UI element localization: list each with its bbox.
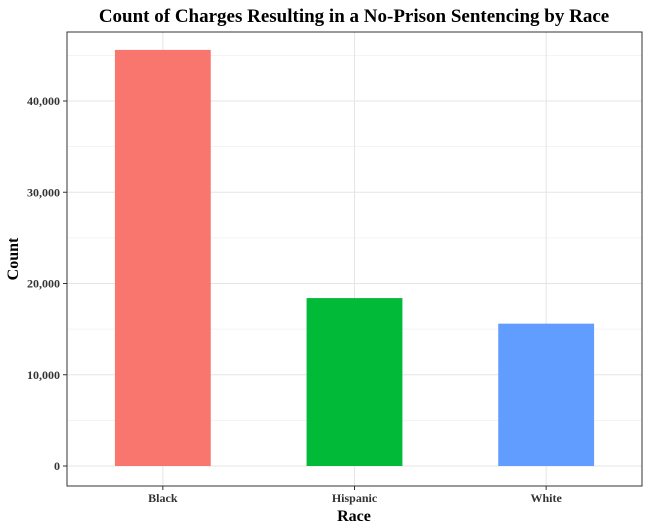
- bar-white: [498, 323, 595, 466]
- bars-group: [114, 49, 595, 467]
- x-tick-label: White: [530, 491, 562, 505]
- bar-black: [114, 49, 211, 467]
- x-tick-label: Black: [148, 491, 178, 505]
- chart-title: Count of Charges Resulting in a No-Priso…: [99, 6, 609, 27]
- y-axis-title: Count: [5, 237, 22, 280]
- bar-hispanic: [306, 298, 403, 466]
- y-tick-label: 10,000: [27, 368, 60, 382]
- x-axis: Black Hispanic White: [148, 486, 562, 505]
- y-tick-label: 0: [54, 459, 60, 473]
- y-tick-label: 40,000: [27, 94, 60, 108]
- y-axis: 0 10,000 20,000 30,000 40,000: [27, 94, 67, 473]
- y-tick-label: 20,000: [27, 277, 60, 291]
- x-axis-title: Race: [337, 508, 371, 525]
- x-tick-label: Hispanic: [332, 491, 378, 505]
- y-tick-label: 30,000: [27, 185, 60, 199]
